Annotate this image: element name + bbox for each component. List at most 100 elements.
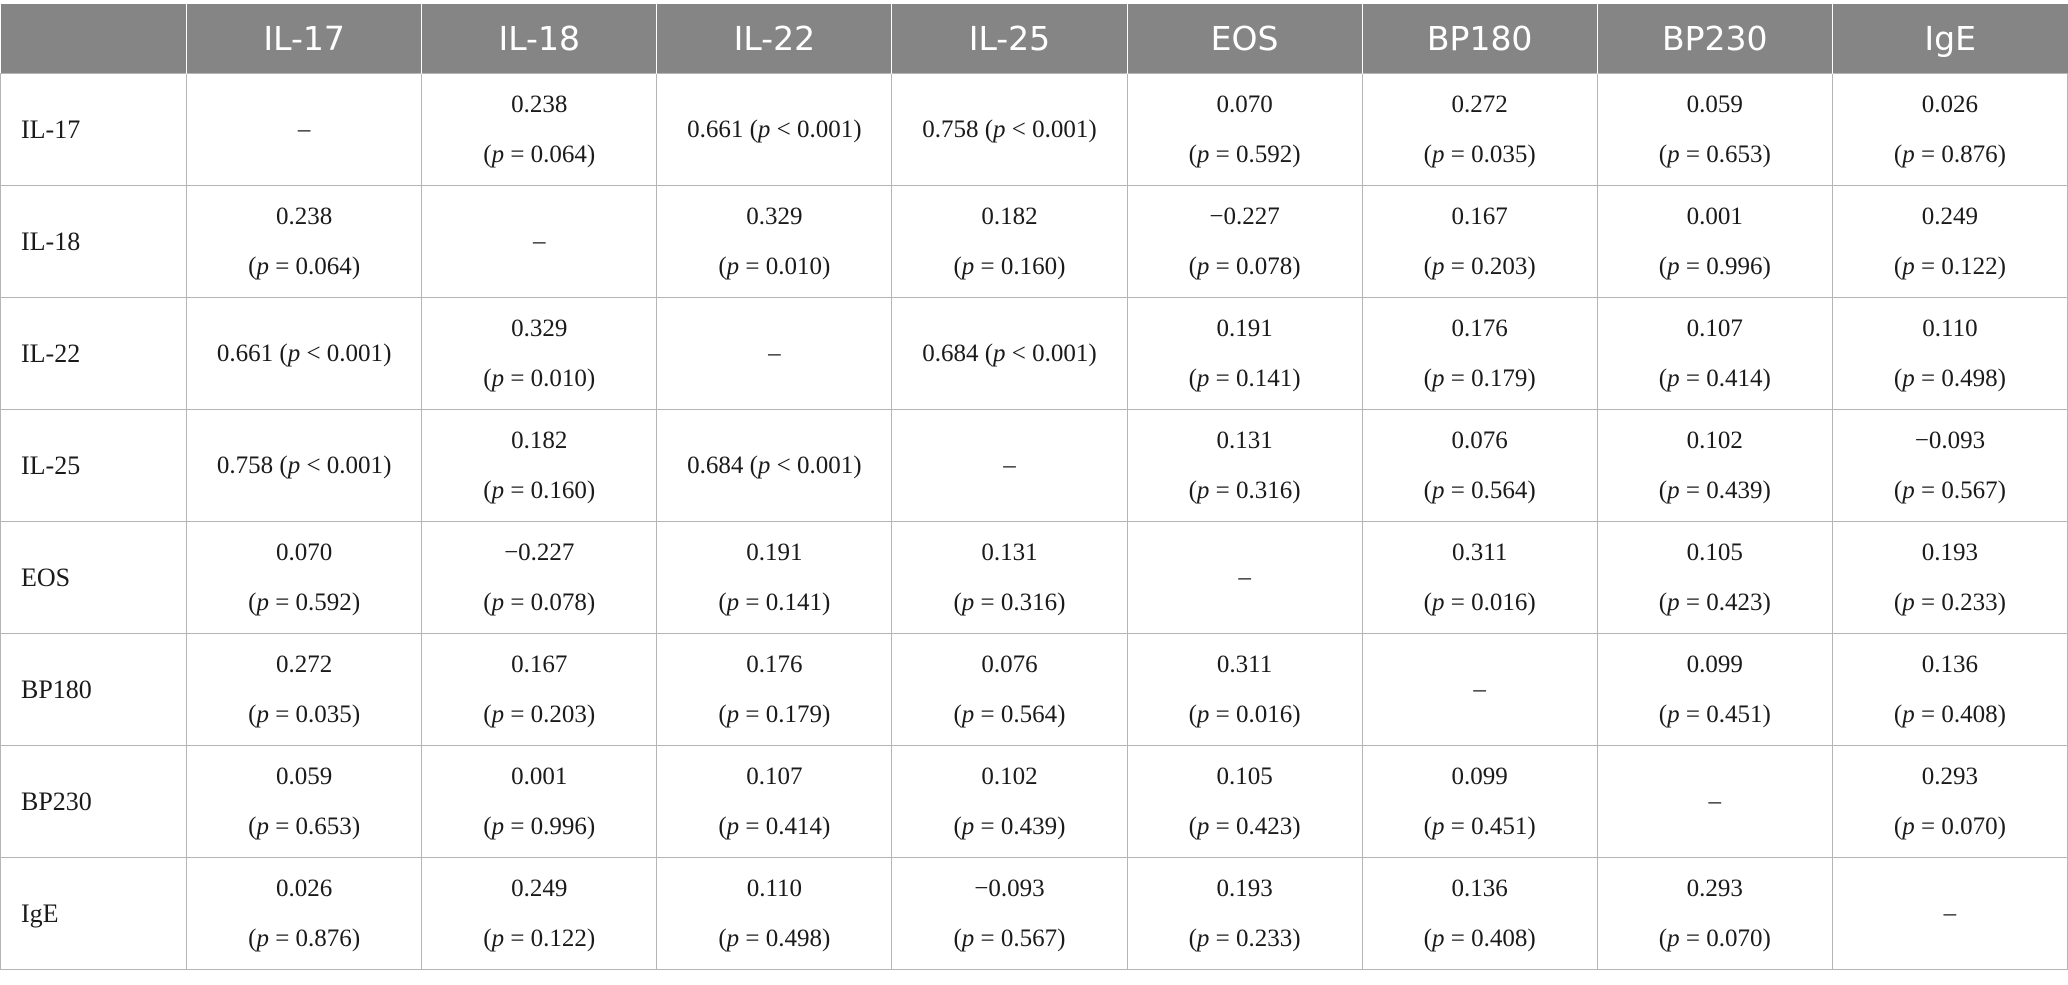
correlation-value: 0.102 bbox=[1686, 426, 1743, 454]
header-cell-il-17: IL-17 bbox=[186, 4, 422, 74]
table-cell: 0.191 (p = 0.141) bbox=[1126, 297, 1363, 410]
table-cell: 0.099 (p = 0.451) bbox=[1596, 633, 1833, 746]
p-value: = 0.070 bbox=[1685, 924, 1763, 952]
diagonal-dash: – bbox=[532, 227, 546, 255]
p-symbol: p bbox=[1667, 140, 1680, 168]
correlation-value: 0.758 bbox=[922, 115, 979, 143]
p-value: = 0.498 bbox=[745, 924, 823, 952]
p-value: = 0.414 bbox=[745, 812, 823, 840]
p-value-line: (p = 0.876) bbox=[248, 924, 361, 952]
row-label: IL-18 bbox=[0, 185, 188, 298]
p-value: = 0.010 bbox=[510, 364, 587, 392]
table-cell: – bbox=[186, 73, 423, 186]
correlation-value: 0.272 bbox=[276, 650, 333, 678]
p-symbol: p bbox=[1432, 924, 1445, 952]
p-value: = 0.996 bbox=[1685, 252, 1763, 280]
table-cell: 0.131 (p = 0.316) bbox=[1126, 409, 1363, 522]
table-cell: 0.059 (p = 0.653) bbox=[1596, 73, 1833, 186]
correlation-value: 0.249 bbox=[1921, 202, 1979, 230]
table-cell: 0.293 (p = 0.070) bbox=[1596, 857, 1833, 970]
p-value-line: (p = 0.233) bbox=[1893, 588, 2006, 616]
p-value-line: (p = 0.316) bbox=[1188, 476, 1301, 504]
table-cell: 0.272 (p = 0.035) bbox=[1361, 73, 1598, 186]
p-symbol: p bbox=[726, 252, 740, 280]
correlation-value: 0.193 bbox=[1216, 874, 1273, 902]
p-symbol: p bbox=[961, 700, 975, 728]
p-value: = 0.451 bbox=[1450, 812, 1528, 840]
table-cell: – bbox=[1126, 521, 1363, 634]
correlation-value: 0.099 bbox=[1451, 762, 1508, 790]
p-symbol: p bbox=[1902, 364, 1915, 392]
p-value: = 0.179 bbox=[1450, 364, 1528, 392]
table-cell: 0.076 (p = 0.564) bbox=[891, 633, 1128, 746]
table-cell: 0.136 (p = 0.408) bbox=[1831, 633, 2068, 746]
p-value-line: (p = 0.414) bbox=[718, 812, 831, 840]
p-value: = 0.122 bbox=[510, 924, 587, 952]
table-cell: 0.329 (p = 0.010) bbox=[421, 297, 658, 410]
p-value: < 0.001 bbox=[306, 451, 384, 479]
correlation-value: 0.070 bbox=[1216, 90, 1273, 118]
correlation-inline: 0.758 (p < 0.001) bbox=[216, 451, 392, 479]
p-symbol: p bbox=[256, 252, 269, 280]
p-value: = 0.498 bbox=[1920, 364, 1998, 392]
p-value-line: (p = 0.876) bbox=[1893, 140, 2006, 168]
correlation-value: −0.093 bbox=[1914, 426, 1986, 454]
table-cell: 0.684 (p < 0.001) bbox=[656, 409, 893, 522]
p-value: = 0.876 bbox=[1920, 140, 1998, 168]
correlation-value: 0.136 bbox=[1451, 874, 1508, 902]
correlation-value: −0.093 bbox=[974, 874, 1045, 902]
p-symbol: p bbox=[1902, 140, 1915, 168]
p-symbol: p bbox=[1432, 140, 1445, 168]
p-value: = 0.203 bbox=[510, 700, 587, 728]
diagonal-dash: – bbox=[1238, 563, 1251, 591]
p-symbol: p bbox=[1196, 812, 1210, 840]
correlation-value: 0.193 bbox=[1921, 538, 1979, 566]
table-cell: 0.026 (p = 0.876) bbox=[1831, 73, 2068, 186]
table-cell: 0.167 (p = 0.203) bbox=[421, 633, 658, 746]
p-value: < 0.001 bbox=[306, 339, 384, 367]
correlation-value: 0.311 bbox=[1452, 538, 1508, 566]
p-value-line: (p = 0.179) bbox=[718, 700, 831, 728]
row-label: IL-17 bbox=[0, 73, 188, 186]
table-cell: 0.193 (p = 0.233) bbox=[1126, 857, 1363, 970]
p-value-line: (p = 0.408) bbox=[1893, 700, 2006, 728]
correlation-value: 0.176 bbox=[746, 650, 803, 678]
table-cell: 0.758 (p < 0.001) bbox=[186, 409, 423, 522]
table-cell: −0.093 (p = 0.567) bbox=[1831, 409, 2068, 522]
p-symbol: p bbox=[1667, 364, 1680, 392]
p-value-line: (p = 0.451) bbox=[1423, 812, 1536, 840]
p-symbol: p bbox=[1196, 700, 1210, 728]
table-cell: 0.001 (p = 0.996) bbox=[421, 745, 658, 858]
p-value-line: (p = 0.035) bbox=[1423, 140, 1536, 168]
table-cell: – bbox=[1831, 857, 2068, 970]
table-cell: 0.758 (p < 0.001) bbox=[891, 73, 1128, 186]
p-value-line: (p = 0.141) bbox=[1188, 364, 1301, 392]
table-cell: 0.176 (p = 0.179) bbox=[1361, 297, 1598, 410]
p-value: = 0.160 bbox=[980, 252, 1058, 280]
p-value: < 0.001 bbox=[1011, 115, 1089, 143]
correlation-value: 0.293 bbox=[1686, 874, 1743, 902]
table-cell: 0.102 (p = 0.439) bbox=[1596, 409, 1833, 522]
correlation-inline: 0.661 (p < 0.001) bbox=[687, 115, 862, 143]
p-value: = 0.414 bbox=[1685, 364, 1763, 392]
p-value: = 0.564 bbox=[980, 700, 1058, 728]
row-label: IgE bbox=[0, 857, 188, 970]
p-symbol: p bbox=[1196, 476, 1210, 504]
p-value-line: (p = 0.567) bbox=[953, 924, 1066, 952]
p-value-line: (p = 0.564) bbox=[953, 700, 1066, 728]
p-symbol: p bbox=[726, 924, 740, 952]
p-value-line: (p = 0.653) bbox=[1658, 140, 1771, 168]
p-value: = 0.423 bbox=[1215, 812, 1293, 840]
correlation-value: 0.167 bbox=[511, 650, 568, 678]
p-value: = 0.439 bbox=[1685, 476, 1763, 504]
correlation-inline: 0.758 (p < 0.001) bbox=[922, 115, 1097, 143]
p-symbol: p bbox=[993, 339, 1006, 367]
p-symbol: p bbox=[1432, 588, 1445, 616]
table-cell: 0.684 (p < 0.001) bbox=[891, 297, 1128, 410]
p-value-line: (p = 0.141) bbox=[718, 588, 831, 616]
p-value-line: (p = 0.592) bbox=[1188, 140, 1301, 168]
p-value: = 0.203 bbox=[1450, 252, 1528, 280]
p-value-line: (p = 0.078) bbox=[1188, 252, 1301, 280]
correlation-value: 0.070 bbox=[276, 538, 333, 566]
